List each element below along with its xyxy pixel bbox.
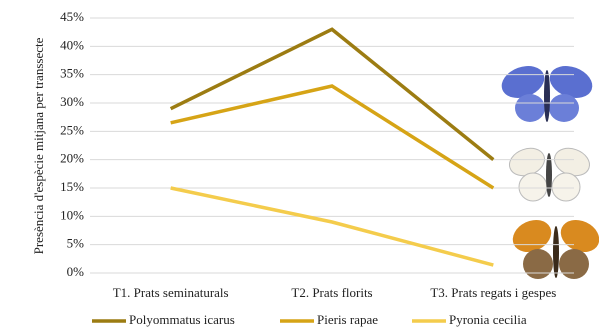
x-tick-label: T1. Prats seminaturals <box>113 285 229 300</box>
series-line <box>170 186 494 267</box>
y-tick-label: 10% <box>60 207 84 222</box>
butterfly-white <box>509 147 590 202</box>
y-axis-title: Presència d'espècie mitjana per transsec… <box>31 37 46 254</box>
legend-label: Polyommatus icarus <box>129 312 235 327</box>
y-tick-label: 45% <box>60 9 84 24</box>
x-tick-label: T3. Prats regats i gespes <box>430 285 556 300</box>
y-tick-label: 30% <box>60 94 84 109</box>
butterfly-blue <box>501 66 593 122</box>
y-tick-label: 15% <box>60 179 84 194</box>
y-tick-label: 0% <box>67 264 85 279</box>
y-tick-label: 20% <box>60 151 84 166</box>
y-tick-label: 25% <box>60 122 84 137</box>
legend-label: Pieris rapae <box>317 312 378 327</box>
y-tick-label: 5% <box>67 236 85 251</box>
x-tick-label: T2. Prats florits <box>291 285 372 300</box>
butterfly-orange <box>512 219 599 279</box>
y-tick-label: 35% <box>60 66 84 81</box>
y-tick-label: 40% <box>60 37 84 52</box>
legend-label: Pyronia cecilia <box>449 312 527 327</box>
series-line <box>169 27 495 162</box>
series-line <box>170 84 495 190</box>
